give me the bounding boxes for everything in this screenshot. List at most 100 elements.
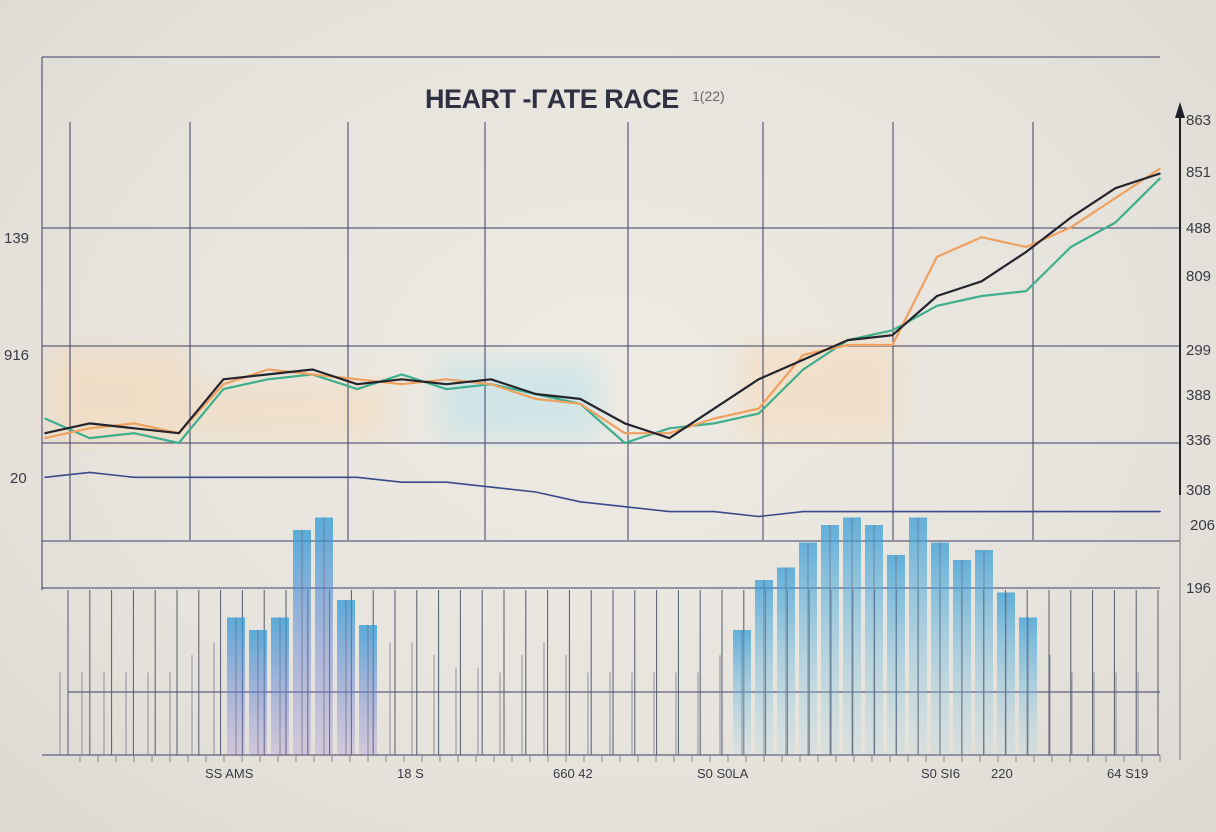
data-point [624,422,626,425]
data-point [668,510,671,513]
data-point [356,383,359,386]
series-line [44,177,1161,445]
right-tick-label: 336 [1186,432,1212,449]
data-point [847,510,849,513]
x-tick-label: SS AMS [205,766,254,781]
data-point [936,510,938,513]
left-tick-label: 916 [4,347,30,364]
x-tick-label: 64 S19 [1107,766,1149,781]
data-point [624,432,626,435]
data-point [1114,197,1117,199]
data-point [757,515,760,518]
data-point [401,378,403,381]
data-point [1159,177,1161,180]
data-point [401,481,403,484]
data-point [356,388,359,390]
data-point [88,471,91,474]
data-point [1159,510,1161,513]
data-point [490,378,492,381]
data-point [534,491,537,493]
data-point [668,427,671,430]
data-point [1159,167,1161,170]
data-point [1159,172,1161,175]
data-point [178,442,180,444]
data-point [401,373,403,376]
data-point [1025,246,1027,248]
right-tick-label: 206 [1190,517,1216,534]
data-point [847,344,849,346]
data-point [713,510,715,513]
data-point [891,334,894,337]
data-point [624,505,626,508]
data-point [445,481,448,484]
data-point [534,398,537,400]
data-point [1070,246,1072,248]
data-point [88,427,91,430]
series-line [44,172,1161,440]
data-point [222,383,225,386]
right-tick-label: 196 [1186,580,1212,597]
data-point [133,427,135,430]
left-tick-label: 139 [4,230,30,247]
data-point [980,236,983,238]
data-point [44,437,46,439]
data-point [445,383,448,386]
data-point [88,437,91,439]
data-point [356,476,359,479]
data-point [802,510,804,513]
data-point [891,329,894,332]
data-point [847,339,849,341]
right-tick-label: 388 [1186,387,1212,404]
data-point [222,378,225,381]
data-point [311,373,314,376]
data-point [490,383,492,386]
data-point [936,295,938,297]
data-point [445,378,448,381]
data-point [178,476,180,479]
data-point [267,368,269,371]
data-point [44,417,46,420]
data-point [222,476,225,479]
right-tick-label: 308 [1186,482,1212,499]
background-wash [740,340,900,440]
data-point [44,432,46,435]
data-point [267,476,269,479]
data-point [579,398,581,400]
data-point [980,510,983,513]
data-point [178,432,180,435]
x-tick-label: 220 [991,766,1013,781]
series-line [44,471,1160,518]
data-point [445,388,448,390]
data-point [1070,226,1072,229]
data-point [133,476,135,479]
data-point [267,378,269,381]
data-point [1114,221,1117,224]
data-point [133,432,135,435]
x-tick-label: 18 S [397,766,424,781]
axis-arrow-icon [1175,102,1185,118]
data-point [490,486,492,488]
data-point [1114,510,1117,513]
data-point [1025,251,1027,253]
data-point [668,437,671,439]
right-tick-label: 863 [1186,112,1212,129]
data-point [936,255,938,258]
left-tick-label: 20 [10,470,27,487]
right-tick-label: 809 [1186,268,1212,285]
data-point [1114,187,1117,189]
data-point [668,432,671,435]
data-point [267,373,269,376]
data-point [579,403,581,405]
data-point [713,422,715,425]
data-point [1070,216,1072,219]
data-point [88,422,91,425]
data-point [802,368,804,371]
right-tick-label: 851 [1186,164,1212,181]
x-tick-label: 660 42 [553,766,593,781]
data-point [624,442,626,444]
data-point [802,354,804,356]
data-point [356,378,359,381]
data-point [713,407,715,410]
data-point [311,368,314,371]
